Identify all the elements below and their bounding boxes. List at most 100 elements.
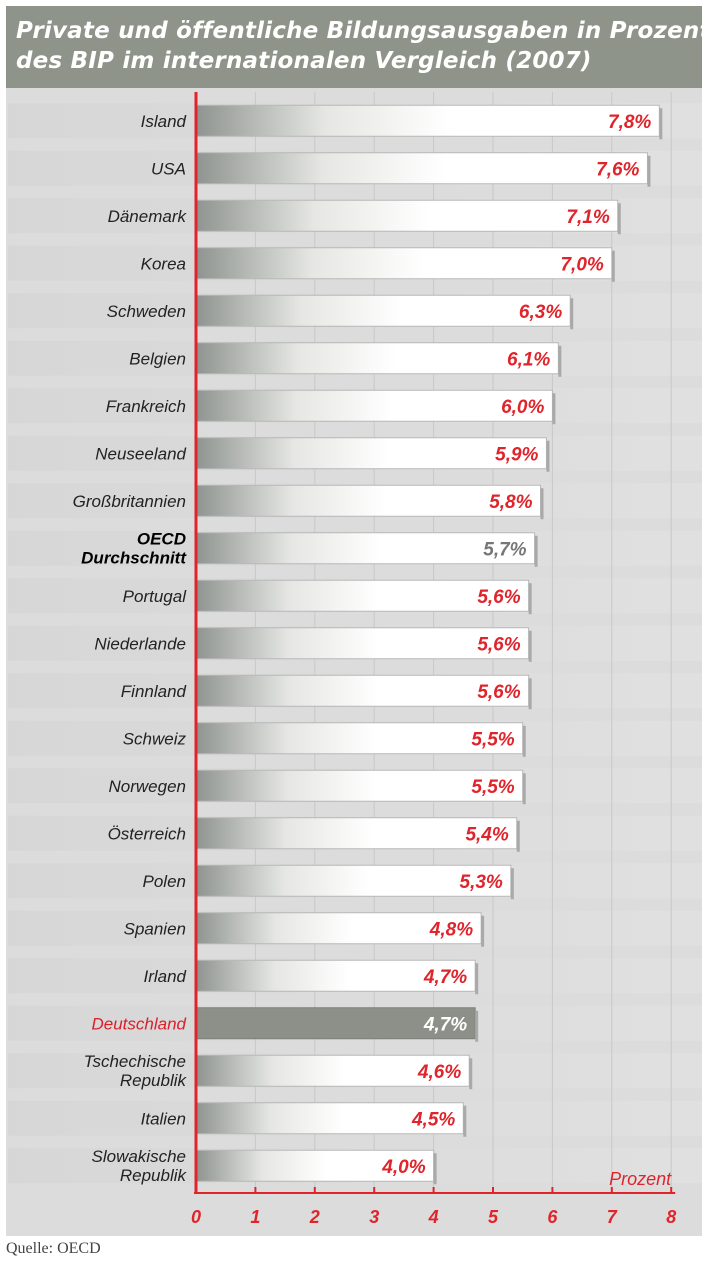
bar-shadow (617, 203, 621, 235)
value-label: 5,6% (477, 682, 520, 703)
category-label: Deutschland (91, 1014, 186, 1033)
category-label: Portugal (123, 587, 188, 606)
bar (195, 294, 571, 327)
category-label: Tschechische (84, 1052, 186, 1071)
bar (195, 959, 476, 992)
bar (195, 199, 619, 232)
x-tick-label: 3 (369, 1207, 379, 1227)
bar (195, 104, 660, 137)
value-label: 6,3% (519, 302, 562, 323)
bar (195, 484, 542, 517)
bar (195, 1149, 435, 1182)
bar (195, 152, 648, 185)
bar-shadow (540, 488, 544, 520)
bar-shadow (516, 820, 520, 852)
bar (195, 579, 530, 612)
x-tick-label: 5 (488, 1207, 499, 1227)
value-label: 7,0% (560, 254, 603, 275)
bar-shadow (558, 345, 562, 377)
value-label: 4,5% (411, 1109, 455, 1130)
x-tick-label: 4 (428, 1207, 439, 1227)
value-label: 6,1% (507, 349, 550, 370)
bar (195, 1007, 476, 1040)
category-label: Österreich (108, 824, 186, 843)
x-tick-label: 1 (250, 1207, 260, 1227)
category-label: Spanien (124, 919, 186, 938)
category-label: Neuseeland (95, 444, 186, 463)
category-label: Norwegen (109, 777, 187, 796)
category-label: Italien (141, 1109, 186, 1128)
category-label: Republik (120, 1166, 188, 1185)
bar (195, 247, 613, 280)
bar-shadow (522, 773, 526, 805)
bar-shadow (522, 725, 526, 757)
bar-shadow (481, 915, 485, 947)
category-label: Slowakische (92, 1147, 187, 1166)
value-label: 7,6% (596, 159, 639, 180)
value-label: 4,7% (423, 1014, 467, 1035)
x-tick-label: 6 (547, 1207, 558, 1227)
value-label: 7,1% (566, 207, 609, 228)
bar (195, 722, 524, 755)
bar (195, 342, 559, 375)
bar-shadow (463, 1105, 467, 1137)
category-label: Durchschnitt (81, 548, 187, 567)
bar-shadow (528, 583, 532, 615)
bar-shadow (528, 630, 532, 662)
value-label: 5,5% (471, 777, 514, 798)
chart-title-line-2: des BIP im internationalen Vergleich (20… (16, 48, 592, 74)
value-label: 4,6% (417, 1062, 461, 1083)
bar-shadow (647, 155, 651, 187)
bar-shadow (570, 298, 574, 330)
category-label: Dänemark (108, 207, 188, 226)
bar-shadow (611, 250, 615, 282)
category-label: Großbritannien (73, 492, 186, 511)
category-label: Niederlande (94, 634, 186, 653)
value-label: 5,6% (477, 634, 520, 655)
bar-shadow (546, 440, 550, 472)
value-label: 4,0% (381, 1157, 425, 1178)
category-label: Schweiz (123, 729, 187, 748)
value-label: 6,0% (501, 397, 544, 418)
value-label: 5,7% (483, 539, 526, 560)
value-label: 5,6% (477, 587, 520, 608)
category-label: Korea (141, 254, 186, 273)
chart-title-bar: Private und öffentliche Bildungsausgaben… (6, 6, 708, 88)
x-tick-label: 7 (607, 1207, 618, 1227)
value-label: 5,9% (495, 444, 538, 465)
bar-shadow (510, 868, 514, 900)
category-label: Frankreich (106, 397, 186, 416)
bar-shadow (475, 1010, 479, 1042)
category-label: USA (151, 159, 186, 178)
bar-shadow (433, 1153, 437, 1185)
chart-title-line-1: Private und öffentliche Bildungsausgaben… (16, 18, 708, 44)
category-label: Irland (143, 967, 186, 986)
bar-shadow (469, 1058, 473, 1090)
bar-shadow (475, 963, 479, 995)
bar-shadow (552, 393, 556, 425)
category-label: Island (141, 112, 187, 131)
value-label: 5,8% (489, 492, 532, 513)
category-label: Polen (143, 872, 186, 891)
bar-shadow (528, 678, 532, 710)
category-label: Schweden (107, 302, 186, 321)
category-label: Finnland (121, 682, 187, 701)
x-tick-label: 2 (309, 1207, 320, 1227)
bar (195, 769, 524, 802)
bar (195, 627, 530, 660)
value-label: 5,4% (465, 824, 508, 845)
source-note: Quelle: OECD (6, 1240, 101, 1257)
bar (195, 532, 536, 565)
bar (195, 437, 547, 470)
bar (195, 1054, 470, 1087)
x-tick-label: 0 (191, 1207, 201, 1227)
value-label: 5,3% (460, 872, 503, 893)
x-tick-label: 8 (666, 1207, 676, 1227)
value-label: 5,5% (471, 729, 514, 750)
bar-shadow (659, 108, 663, 140)
category-label: Republik (120, 1071, 188, 1090)
value-label: 4,8% (429, 919, 473, 940)
value-label: 7,8% (608, 112, 651, 133)
value-label: 4,7% (423, 967, 467, 988)
